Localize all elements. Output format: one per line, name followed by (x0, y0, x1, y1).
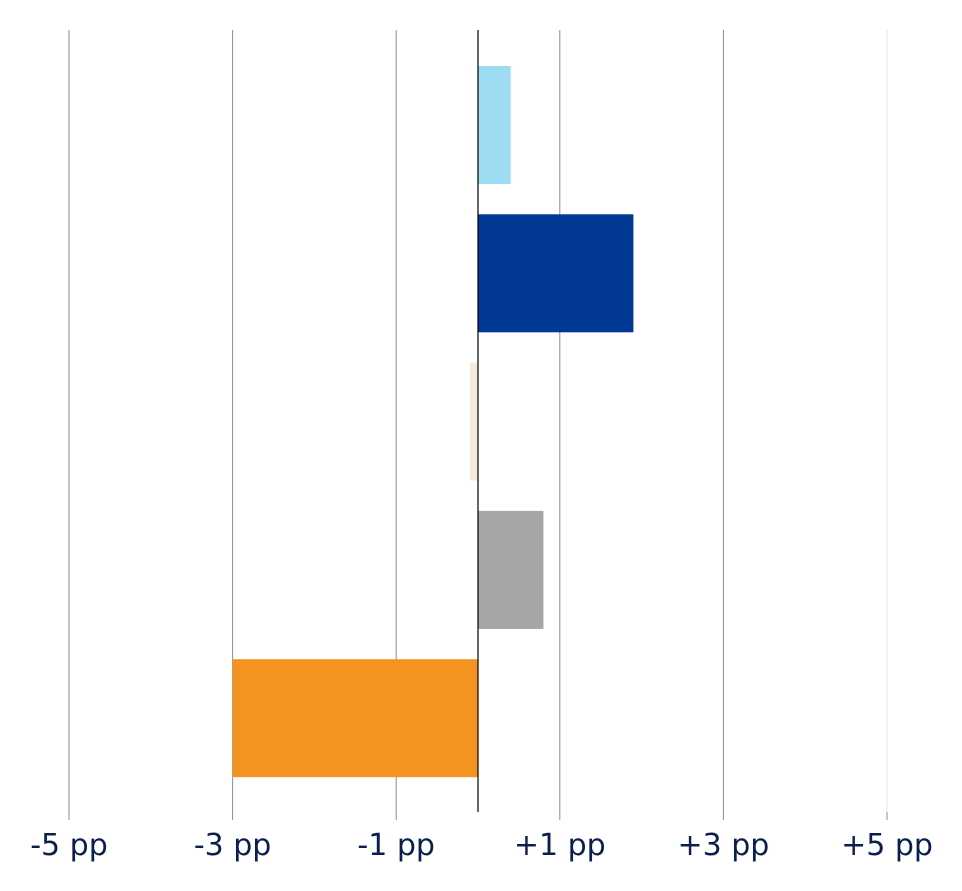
x-tick-label: -3 pp (194, 828, 272, 863)
bar (478, 214, 634, 333)
gridlines (68, 30, 888, 812)
x-tick-label: +1 pp (514, 828, 606, 863)
x-tick-label: +5 pp (841, 828, 933, 863)
bar (478, 66, 511, 184)
x-tick-label: +3 pp (677, 828, 769, 863)
x-tick-label: -1 pp (357, 828, 435, 863)
bar (469, 362, 478, 481)
bar (478, 510, 544, 629)
x-tick-label: -5 pp (30, 828, 108, 863)
bar (232, 659, 478, 778)
bars (232, 66, 634, 778)
x-axis-ticks: -5 pp -3 pp -1 pp +1 pp +3 pp +5 pp (30, 812, 933, 863)
